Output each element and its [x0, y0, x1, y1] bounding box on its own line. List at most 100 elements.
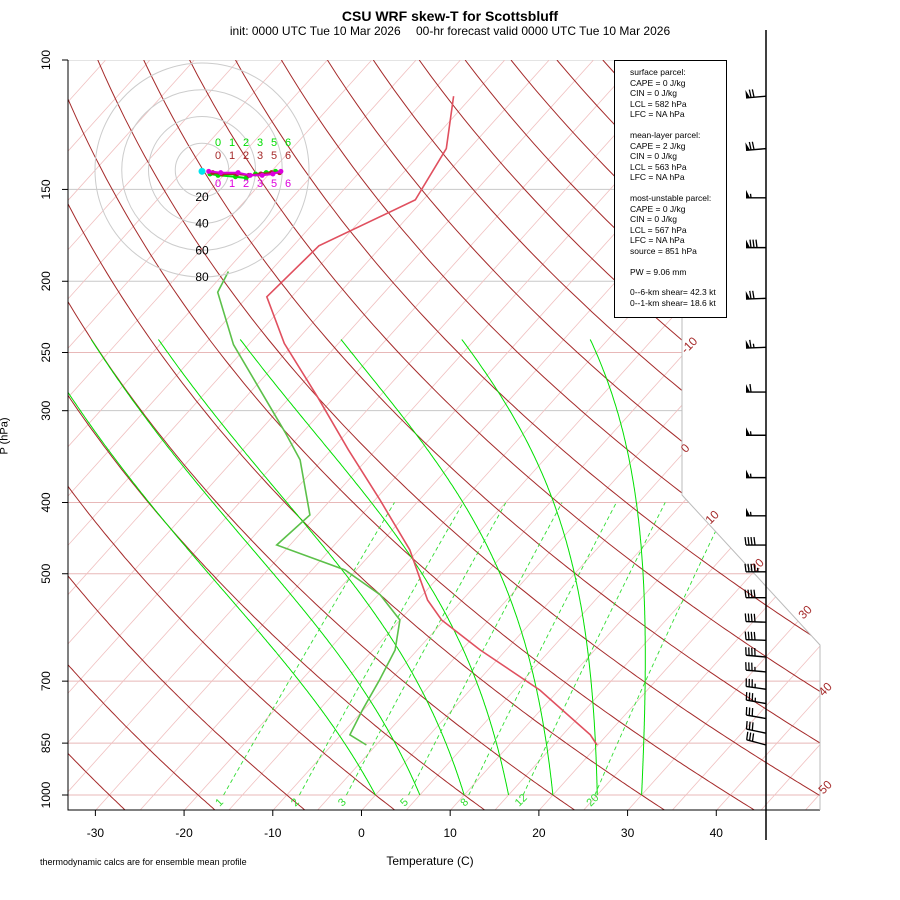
barb-flag: [745, 89, 751, 98]
wind-barb: [745, 141, 767, 152]
barb-flag: [746, 427, 750, 436]
isotherm-line: [68, 60, 461, 810]
barb-full: [751, 141, 755, 150]
chart-title: CSU WRF skew-T for Scottsbluff: [341, 8, 559, 24]
isotherm-label: 0: [678, 441, 693, 456]
init-time: init: 0000 UTC Tue 10 Mar 2026: [229, 24, 401, 38]
x-tick-label: 10: [444, 826, 458, 840]
barb-full: [744, 536, 747, 546]
barb-full: [745, 647, 747, 656]
wind-barb: [745, 339, 767, 349]
x-tick-label: -30: [87, 826, 105, 840]
hodograph-point: [235, 170, 241, 176]
hodograph-height-label: 5: [271, 150, 277, 162]
hodograph-point: [247, 172, 253, 178]
wind-barb: [746, 469, 766, 479]
isotherm-line: [849, 60, 900, 811]
barb-full: [747, 613, 750, 622]
stat-line: CIN = 0 J/kg: [630, 88, 678, 99]
barb-flag: [746, 469, 750, 478]
stat-line: most-unstable parcel:: [630, 192, 712, 203]
barb-full: [747, 536, 750, 546]
wind-barb: [744, 613, 767, 623]
barb-full: [755, 239, 758, 248]
dry-adiabat-line: [326, 60, 820, 810]
isotherm-line: [68, 60, 639, 810]
barb-staff: [746, 669, 767, 673]
mixing-ratio-line: [346, 502, 507, 796]
moist-adiabat-line: [461, 339, 598, 796]
y-tick-label: 250: [39, 342, 53, 362]
isotherm-line: [671, 60, 820, 810]
hodograph-height-label: 1: [229, 178, 235, 190]
isotherm-line: [68, 60, 106, 810]
dry-adiabat-line: [68, 60, 396, 810]
wind-barb: [745, 290, 767, 300]
surface-parcel-stats: surface parcel: CAPE = 0 J/kg CIN = 0 J/…: [630, 67, 726, 120]
barb-full: [747, 631, 750, 640]
barb-staff: [746, 699, 767, 705]
y-tick-label: 850: [39, 733, 53, 753]
wind-barb: [744, 631, 767, 642]
isotherm-label: 30: [795, 602, 815, 622]
barb-full: [744, 613, 747, 622]
barb-full: [749, 339, 752, 348]
hodograph-height-label: 2: [243, 137, 249, 149]
wind-barb: [745, 678, 767, 690]
barb-full: [751, 733, 755, 742]
x-tick-label: 30: [621, 826, 635, 840]
mixing-ratio-line: [299, 502, 464, 796]
stat-line: CIN = 0 J/kg: [630, 214, 678, 225]
wind-barb: [746, 731, 767, 746]
isotherm-line: [68, 60, 594, 810]
y-tick-label: 100: [39, 50, 53, 70]
stat-line: LCL = 563 hPa: [630, 161, 687, 172]
hodograph-height-label: 0: [215, 178, 221, 190]
y-tick-label: 400: [39, 492, 53, 512]
barb-full: [751, 679, 753, 688]
stat-line: LFC = NA hPa: [630, 172, 685, 183]
mixing-ratio-line: [408, 502, 563, 796]
mixing-ratio-line: [468, 502, 617, 796]
mixing-ratio-line: [594, 502, 730, 796]
barb-flag: [746, 507, 750, 516]
isotherm-line: [538, 60, 820, 810]
barb-full: [748, 678, 750, 687]
barb-full: [753, 536, 756, 546]
hodograph-height-label: 6: [285, 150, 291, 162]
mixing-ratio-label: 1: [213, 796, 226, 809]
stat-line: LCL = 567 hPa: [630, 224, 687, 235]
hodograph-ring-label: 80: [195, 270, 209, 284]
barb-full: [750, 589, 753, 598]
barb-full: [753, 613, 756, 622]
wind-barb: [745, 89, 767, 99]
isotherm-line: [68, 60, 550, 810]
barb-half: [756, 567, 759, 572]
hodograph-point: [206, 168, 212, 174]
hodograph-point: [278, 168, 284, 174]
barb-full: [751, 647, 753, 656]
moist-adiabat-line: [589, 339, 646, 795]
barb-half: [749, 473, 752, 478]
wind-barb: [745, 706, 767, 720]
barb-staff: [746, 654, 767, 658]
moist-adiabat-line: [90, 339, 421, 796]
barb-full: [748, 89, 752, 98]
storm-motion-marker: [198, 167, 206, 175]
hodograph-ring: [148, 116, 256, 224]
wind-barb: [746, 189, 766, 199]
barb-staff: [745, 638, 767, 642]
hodograph-height-label: 1: [229, 150, 235, 162]
barb-staff: [746, 685, 767, 690]
barb-flag: [745, 340, 751, 349]
dry-adiabat-line: [68, 60, 756, 810]
stat-line: LFC = NA hPa: [630, 235, 685, 246]
hodograph-height-label: 5: [271, 137, 277, 149]
moist-adiabat-line: [157, 339, 465, 796]
dewpoint-profile: [216, 271, 401, 746]
y-tick-label: 1000: [39, 781, 53, 808]
isotherm-line: [316, 60, 820, 810]
hodograph-point: [270, 171, 276, 177]
barb-half: [749, 193, 752, 198]
